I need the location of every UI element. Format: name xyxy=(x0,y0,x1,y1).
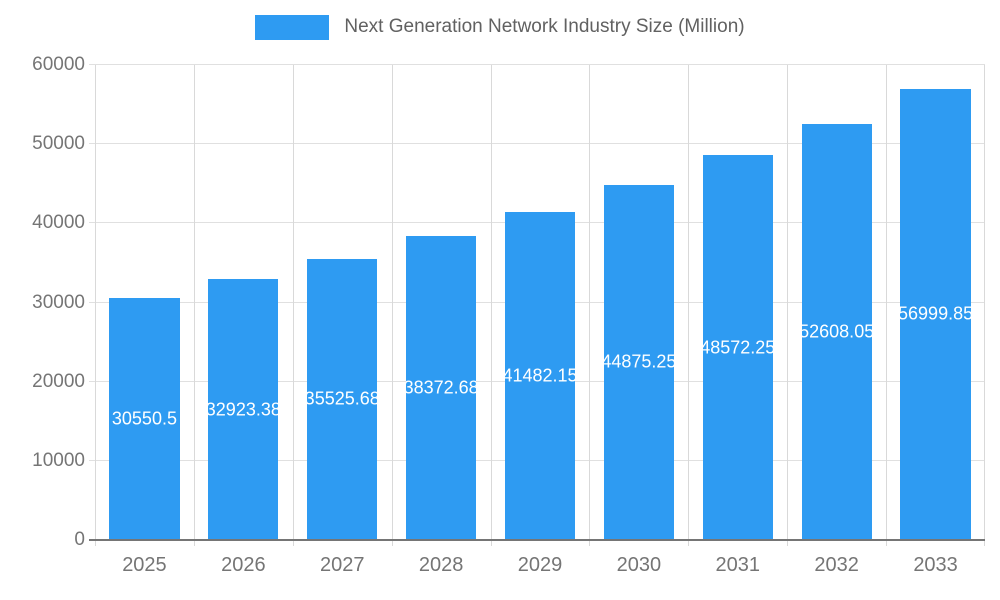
bar: 32923.38 xyxy=(208,279,279,540)
bar-value-label: 48572.25 xyxy=(702,337,773,358)
y-tick-label: 20000 xyxy=(32,370,85,392)
bar: 52608.05 xyxy=(801,123,872,540)
bar-value-label: 30550.5 xyxy=(111,408,177,429)
bar: 44875.25 xyxy=(603,184,674,540)
y-tick-label: 30000 xyxy=(32,291,85,313)
chart-legend[interactable]: Next Generation Network Industry Size (M… xyxy=(0,12,1000,42)
v-gridline xyxy=(292,65,294,546)
bar-cell: 32923.38 xyxy=(194,65,293,540)
plot-area: 30550.5 32923.38 35525.68 38372.68 41482.15 4… xyxy=(89,64,985,546)
v-gridline xyxy=(95,65,96,546)
y-tick-label: 0 xyxy=(74,529,85,550)
x-tick-label: 2027 xyxy=(319,554,365,576)
bar-value-label: 32923.38 xyxy=(208,399,279,420)
bar: 38372.68 xyxy=(406,236,477,540)
legend-swatch xyxy=(255,14,330,40)
bar-cell: 38372.68 xyxy=(392,65,491,540)
x-tick-label: 2026 xyxy=(221,554,266,576)
v-gridline xyxy=(391,65,393,546)
bar-value-label: 38372.68 xyxy=(406,377,477,398)
bar-cell: 30550.5 xyxy=(95,65,194,540)
x-axis: 2025 2026 2027 2028 2029 2030 2031 2032 2033 xyxy=(95,554,985,577)
x-tick-label: 2031 xyxy=(715,554,761,576)
v-gridline xyxy=(688,65,690,546)
bar-cell: 52608.05 xyxy=(787,65,886,540)
h-gridline xyxy=(89,143,985,145)
bar-value-label: 41482.15 xyxy=(504,365,576,386)
bar-value-label: 56999.85 xyxy=(900,303,971,324)
y-axis: 0 10000 20000 30000 40000 50000 60000 xyxy=(0,54,85,550)
x-tick-label: 2030 xyxy=(616,554,662,576)
bar: 35525.68 xyxy=(307,258,378,540)
bar: 48572.25 xyxy=(702,155,773,540)
x-tick-label: 2025 xyxy=(122,554,167,576)
bar: 41482.15 xyxy=(504,211,576,540)
y-tick-label: 40000 xyxy=(32,212,85,234)
bar-value-label: 44875.25 xyxy=(603,351,674,372)
v-gridline xyxy=(490,65,492,546)
v-gridline xyxy=(984,65,985,546)
x-tick-label: 2028 xyxy=(418,554,464,576)
v-gridline xyxy=(886,65,888,546)
bar-value-label: 52608.05 xyxy=(801,321,872,342)
bar-cell: 35525.68 xyxy=(293,65,392,540)
x-axis-baseline xyxy=(89,539,985,541)
x-tick-label: 2032 xyxy=(814,554,859,576)
v-gridline xyxy=(589,65,591,546)
y-tick-label: 60000 xyxy=(32,54,85,75)
bar: 56999.85 xyxy=(900,88,971,540)
y-tick-label: 50000 xyxy=(32,133,85,155)
bar-cell: 44875.25 xyxy=(589,65,688,540)
x-tick-label: 2033 xyxy=(913,554,958,576)
bar-value-label: 35525.68 xyxy=(307,388,378,409)
bar-cell: 41482.15 xyxy=(491,65,590,540)
h-gridline xyxy=(89,64,985,65)
bar-series: 30550.5 32923.38 35525.68 38372.68 41482.15 4… xyxy=(95,65,985,540)
v-gridline xyxy=(787,65,789,546)
bar-cell: 48572.25 xyxy=(688,65,787,540)
x-tick-label: 2029 xyxy=(517,554,563,576)
bar-cell: 56999.85 xyxy=(886,65,985,540)
v-gridline xyxy=(193,65,195,546)
y-tick-label: 10000 xyxy=(32,449,85,471)
legend-label: Next Generation Network Industry Size (M… xyxy=(344,16,745,37)
bar: 30550.5 xyxy=(109,298,180,540)
